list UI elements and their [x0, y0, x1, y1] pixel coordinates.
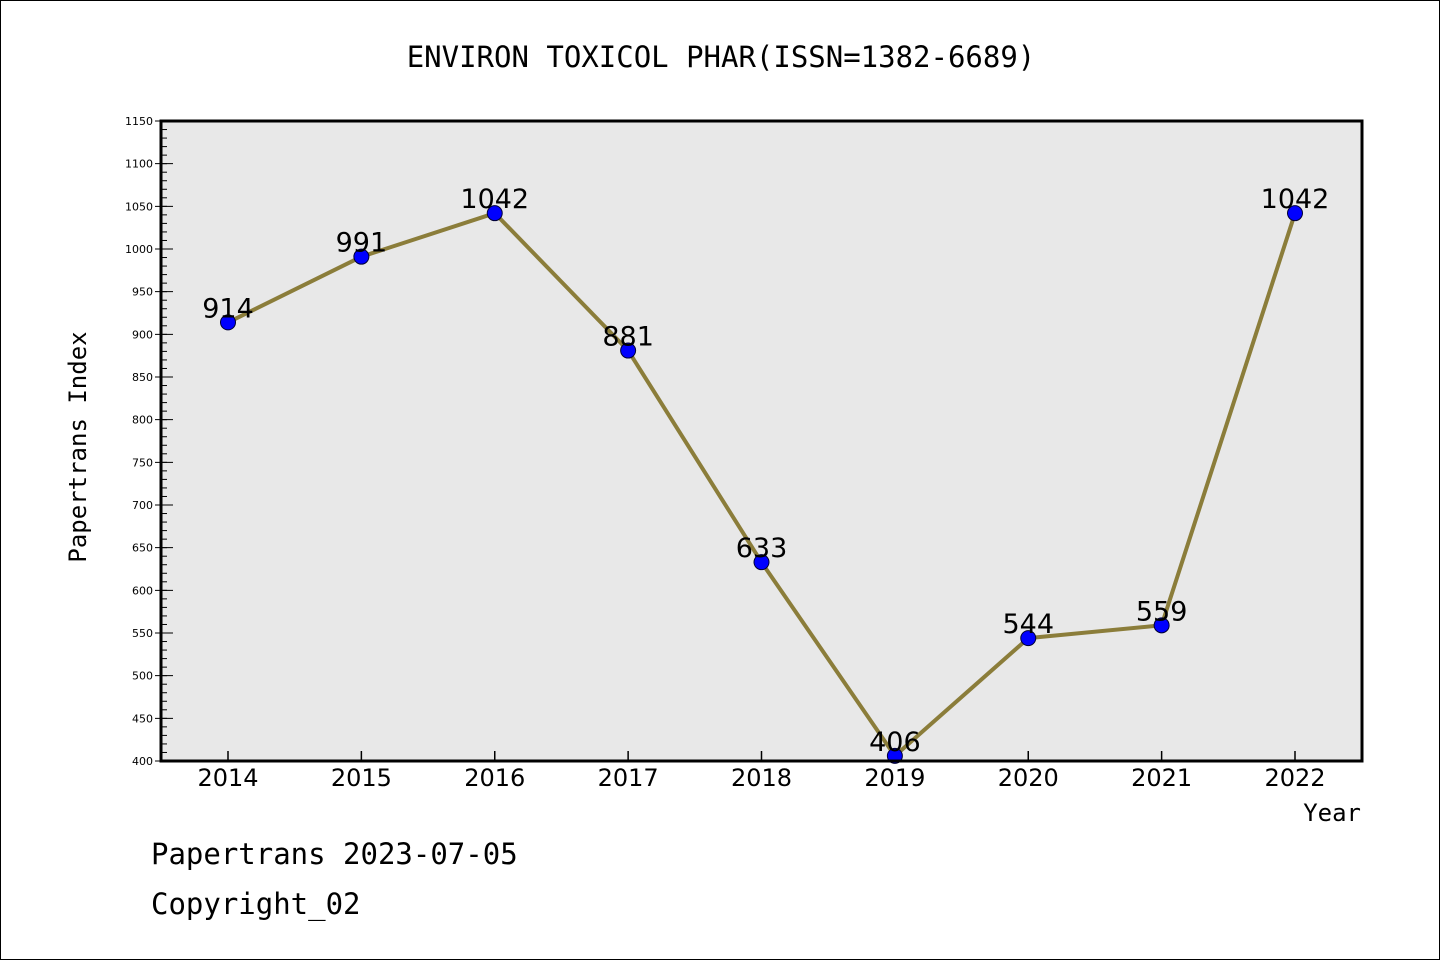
- y-tick-label: 1050: [125, 200, 153, 213]
- chart-title: ENVIRON TOXICOL PHAR(ISSN=1382-6689): [407, 40, 1036, 74]
- x-tick-label: 2022: [1264, 764, 1325, 792]
- y-tick-label: 600: [132, 584, 153, 597]
- data-label: 559: [1136, 596, 1188, 627]
- data-point: [353, 248, 370, 265]
- data-point: [486, 205, 503, 222]
- data-label: 914: [202, 293, 254, 324]
- y-tick-label: 1000: [125, 243, 153, 256]
- y-tick-label: 950: [132, 286, 153, 299]
- x-tick-label: 2021: [1131, 764, 1192, 792]
- y-tick-label: 650: [132, 542, 153, 555]
- y-tick-label: 500: [132, 670, 153, 683]
- plot-frame: [159, 119, 1364, 763]
- x-tick-label: 2015: [331, 764, 392, 792]
- x-axis-label: Year: [1303, 799, 1361, 827]
- y-tick-label: 700: [132, 499, 153, 512]
- x-axis-ticks: 2014 2015 2016 2017 2018 2019 2020 2021 2022: [197, 751, 1326, 792]
- x-tick-label: 2017: [598, 764, 659, 792]
- data-labels: 914 991 1042 881 633 406 544 559 1042: [202, 184, 1329, 758]
- data-label: 991: [336, 228, 388, 259]
- y-tick-label: 900: [132, 328, 153, 341]
- plot-area: [161, 121, 1362, 761]
- x-tick-label: 2018: [731, 764, 792, 792]
- x-tick-label: 2014: [197, 764, 258, 792]
- y-tick-label: 400: [132, 755, 153, 768]
- y-axis-label: Papertrans Index: [64, 331, 92, 562]
- data-point: [753, 554, 770, 571]
- data-label: 633: [736, 533, 788, 564]
- y-tick-label: 1150: [125, 115, 153, 128]
- data-point: [220, 314, 236, 331]
- data-point: [1020, 630, 1037, 647]
- data-label: 544: [1002, 609, 1054, 640]
- x-tick-label: 2019: [864, 764, 925, 792]
- footer-date: Papertrans 2023-07-05: [151, 837, 518, 871]
- data-label: 406: [869, 727, 921, 758]
- x-tick-label: 2016: [464, 764, 525, 792]
- y-tick-label: 800: [132, 414, 153, 427]
- data-label: 1042: [460, 184, 529, 215]
- data-point: [1153, 617, 1170, 634]
- y-tick-label: 850: [132, 371, 153, 384]
- data-label: 881: [602, 322, 654, 353]
- y-tick-label: 450: [132, 712, 153, 725]
- y-tick-label: 550: [132, 627, 153, 640]
- y-tick-label: 750: [132, 456, 153, 469]
- data-point: [620, 342, 637, 359]
- series-markers: [220, 205, 1303, 764]
- x-tick-label: 2020: [998, 764, 1059, 792]
- footer-copyright: Copyright_02: [151, 887, 361, 922]
- y-axis-ticks: 400 450 500 550 600 650 700 750 800 850 900 950 1000…: [125, 115, 173, 768]
- y-tick-label: 1100: [125, 158, 153, 171]
- data-point: [1287, 205, 1303, 222]
- data-label: 1042: [1261, 184, 1330, 215]
